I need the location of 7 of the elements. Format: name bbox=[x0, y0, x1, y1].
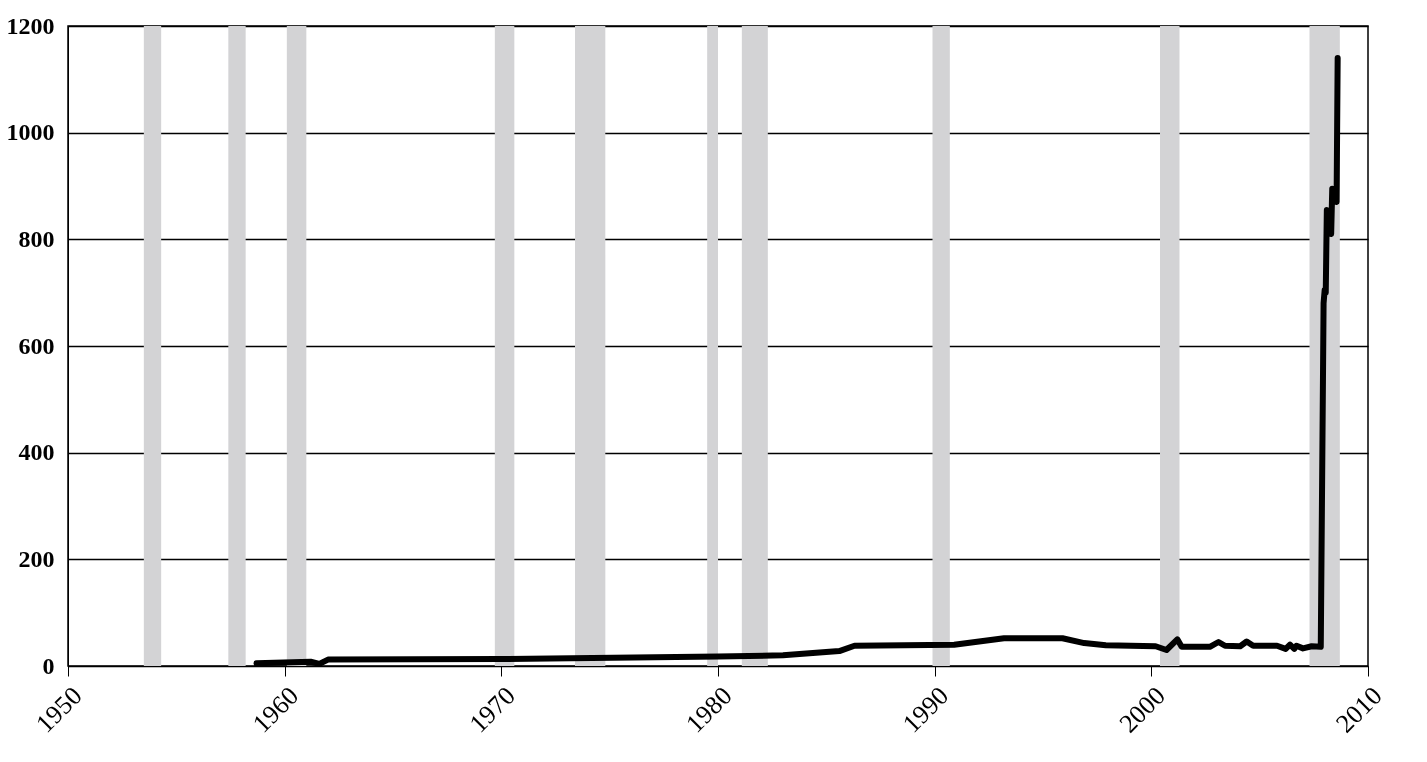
y-tick-label: 400 bbox=[18, 439, 55, 466]
y-tick-label: 800 bbox=[18, 225, 55, 252]
y-tick-label: 1200 bbox=[6, 12, 55, 39]
y-tick-label: 200 bbox=[18, 545, 55, 572]
y-tick-label: 1000 bbox=[6, 119, 55, 146]
y-tick-label: 0 bbox=[42, 652, 55, 679]
y-tick-label: 600 bbox=[18, 332, 55, 359]
